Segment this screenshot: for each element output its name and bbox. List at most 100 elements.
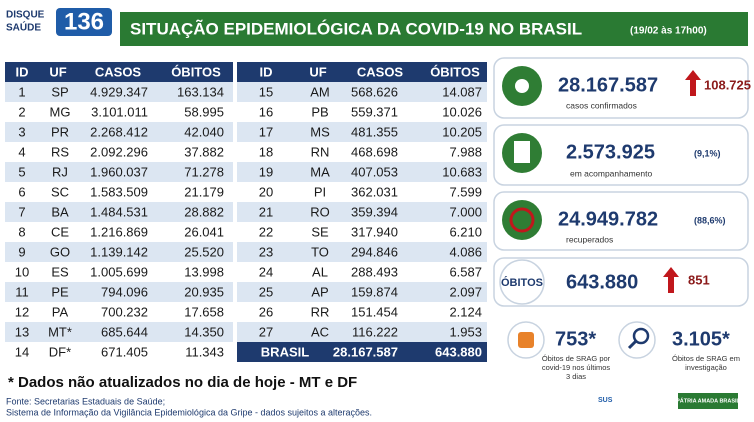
table-row [5,302,233,322]
cell: 13.998 [184,264,224,279]
cell: RO [310,204,330,219]
card-caption: recuperados [566,234,613,244]
card [493,124,749,186]
table-header [237,62,487,82]
cell: MA [310,164,330,179]
cell: MS [310,124,330,139]
icon-detail [515,79,529,93]
cell: 27 [259,324,273,339]
table-row [5,162,233,182]
table-row [237,302,487,322]
tables: ID UF CASOS ÓBITOS 1 SP 4.929.347 163.134 2 MG 3.1… [5,62,487,362]
card-number: 643.880 [566,271,638,293]
cell: 1 [18,84,25,99]
icon-magnifier [627,339,638,350]
cell: 20 [259,184,273,199]
cell: BA [51,204,69,219]
table-row [5,122,233,142]
table-row [237,282,487,302]
table-row [5,102,233,122]
card-extra: (88,6%) [694,215,726,225]
footer-system: Sistema de Informação da Vigilância Epid… [6,407,372,417]
column-header: UF [49,64,66,79]
logo-line1: DISQUE [6,10,45,21]
logo-gov-text: PÁTRIA AMADA BRASIL [676,397,740,404]
column-header: ID [260,64,273,79]
cell: 2.092.296 [90,144,148,159]
icon-calendar [518,332,534,348]
cell: 58.995 [184,104,224,119]
card-caption: em acompanhamento [570,168,652,178]
cell: 10.683 [442,164,482,179]
table-row [237,162,487,182]
cell: 21.179 [184,184,224,199]
cell: RJ [52,164,68,179]
column-header: ÓBITOS [430,64,480,79]
cell: 700.232 [101,304,148,319]
column-header: CASOS [357,64,404,79]
card [493,257,749,307]
cell: 28.882 [184,204,224,219]
icon-circle [499,259,545,305]
cell: 23 [259,244,273,259]
cell: AC [311,324,329,339]
cell: 25 [259,284,273,299]
cell: PI [314,184,326,199]
icon-circle [618,321,656,359]
cell: 10 [15,264,29,279]
title: SITUAÇÃO EPIDEMIOLÓGICA DA COVID-19 NO B… [130,18,582,38]
cell: 20.935 [184,284,224,299]
cell: 4.086 [449,244,482,259]
cell: 1.005.699 [90,264,148,279]
cell: 794.096 [101,284,148,299]
cell: 288.493 [351,264,398,279]
cell: 22 [259,224,273,239]
cell: 4.929.347 [90,84,148,99]
column-header: ID [16,64,29,79]
table-row [5,142,233,162]
card-number: 24.949.782 [558,208,658,230]
cell: RS [51,144,69,159]
logo-box [56,8,112,36]
cell: 407.053 [351,164,398,179]
cell: 17 [259,124,273,139]
cell: 359.394 [351,204,398,219]
icon-detail [509,207,535,233]
cell: 163.134 [177,84,224,99]
table-row [237,122,487,142]
cell: CE [51,224,69,239]
srag-caption: investigação [685,363,727,372]
cell: 2.124 [449,304,482,319]
cell: PB [311,104,328,119]
card [493,191,749,251]
total-cell: BRASIL [261,344,309,359]
cell: 1.139.142 [90,244,148,259]
cell: 11 [15,284,29,299]
cell: 16 [259,104,273,119]
cell: 116.222 [352,324,398,339]
cell: 14.087 [442,84,482,99]
cell: 9 [18,244,25,259]
total-cell: 28.167.587 [333,344,398,359]
table-row [237,82,487,102]
logo-line2: SAÚDE [6,21,41,34]
cell: 17.658 [184,304,224,319]
cell: DF* [49,344,71,359]
srag-number: 3.105* [672,328,730,350]
cell: AM [310,84,330,99]
table-row [237,102,487,122]
table-row [237,222,487,242]
cell: 37.882 [184,144,224,159]
title-bar [120,12,748,46]
icon-detail [514,141,530,163]
cell: 1.583.509 [90,184,148,199]
logo-number: 136 [64,8,104,35]
cell: 362.031 [351,184,398,199]
cell: 71.278 [184,164,224,179]
cell: TO [311,244,329,259]
cell: 2 [18,104,25,119]
cell: 18 [259,144,273,159]
cell: SE [311,224,329,239]
srag-caption: Óbitos de SRAG em [672,354,740,363]
table-row [5,182,233,202]
